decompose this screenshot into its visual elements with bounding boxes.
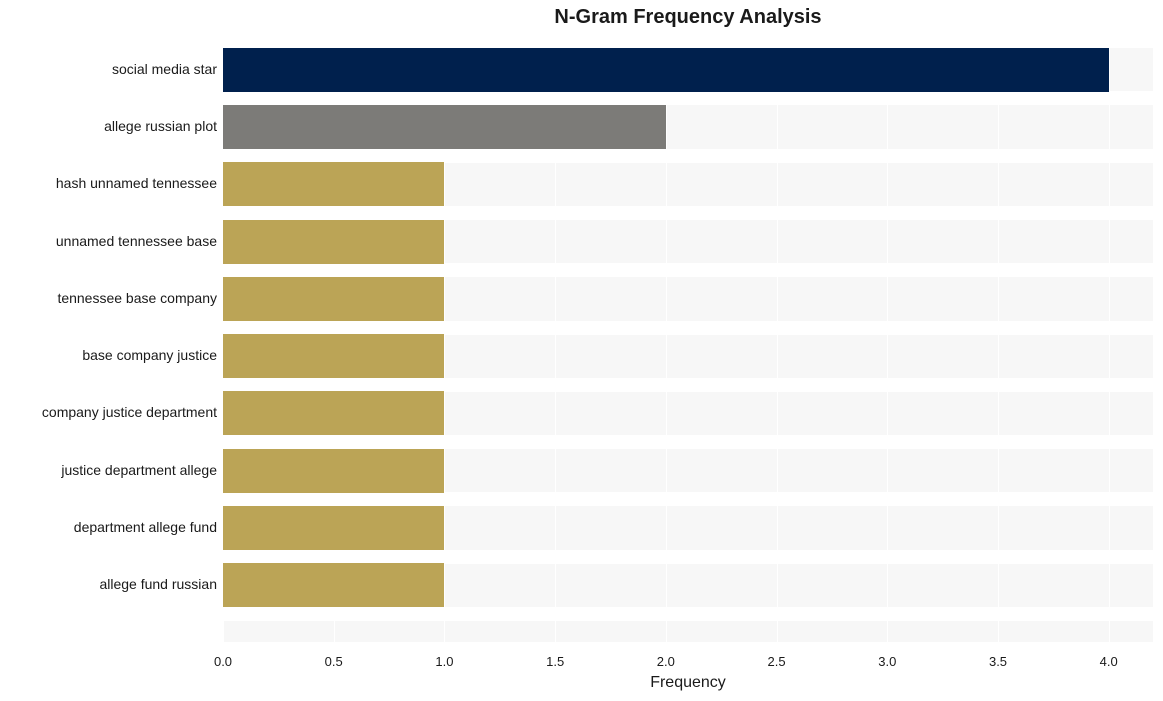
bar [223,334,444,378]
row-gap [223,149,1153,163]
bar [223,277,444,321]
bar [223,449,444,493]
row-gap [223,378,1153,392]
bar [223,220,444,264]
x-tick-label: 1.5 [546,654,564,669]
row-gap [223,91,1153,105]
y-tick-label: justice department allege [61,462,217,478]
row-gap [223,492,1153,506]
bar [223,48,1109,92]
y-tick-label: department allege fund [74,519,217,535]
x-tick-label: 2.5 [768,654,786,669]
x-tick-label: 1.0 [435,654,453,669]
x-tick-label: 3.5 [989,654,1007,669]
row-gap [223,263,1153,277]
x-axis-label: Frequency [223,674,1153,692]
y-tick-label: base company justice [82,347,217,363]
x-tick-label: 0.5 [325,654,343,669]
row-gap [223,34,1153,48]
y-tick-label: allege russian plot [104,118,217,134]
row-gap [223,321,1153,335]
x-tick-label: 0.0 [214,654,232,669]
y-tick-label: hash unnamed tennessee [56,175,217,191]
row-gap [223,206,1153,220]
x-tick-label: 3.0 [878,654,896,669]
bar [223,506,444,550]
ngram-frequency-chart: N-Gram Frequency Analysis social media s… [0,0,1163,701]
chart-title: N-Gram Frequency Analysis [223,6,1153,29]
row-gap [223,435,1153,449]
x-tick-label: 4.0 [1100,654,1118,669]
bar [223,105,666,149]
row-gap [223,607,1153,621]
y-tick-label: allege fund russian [99,576,217,592]
y-tick-label: social media star [112,61,217,77]
x-tick-label: 2.0 [657,654,675,669]
row-gap [223,550,1153,564]
y-tick-label: company justice department [42,404,217,420]
plot-area [223,34,1153,642]
bar [223,391,444,435]
bar [223,563,444,607]
y-tick-label: unnamed tennessee base [56,233,217,249]
bar [223,162,444,206]
y-tick-label: tennessee base company [57,290,217,306]
